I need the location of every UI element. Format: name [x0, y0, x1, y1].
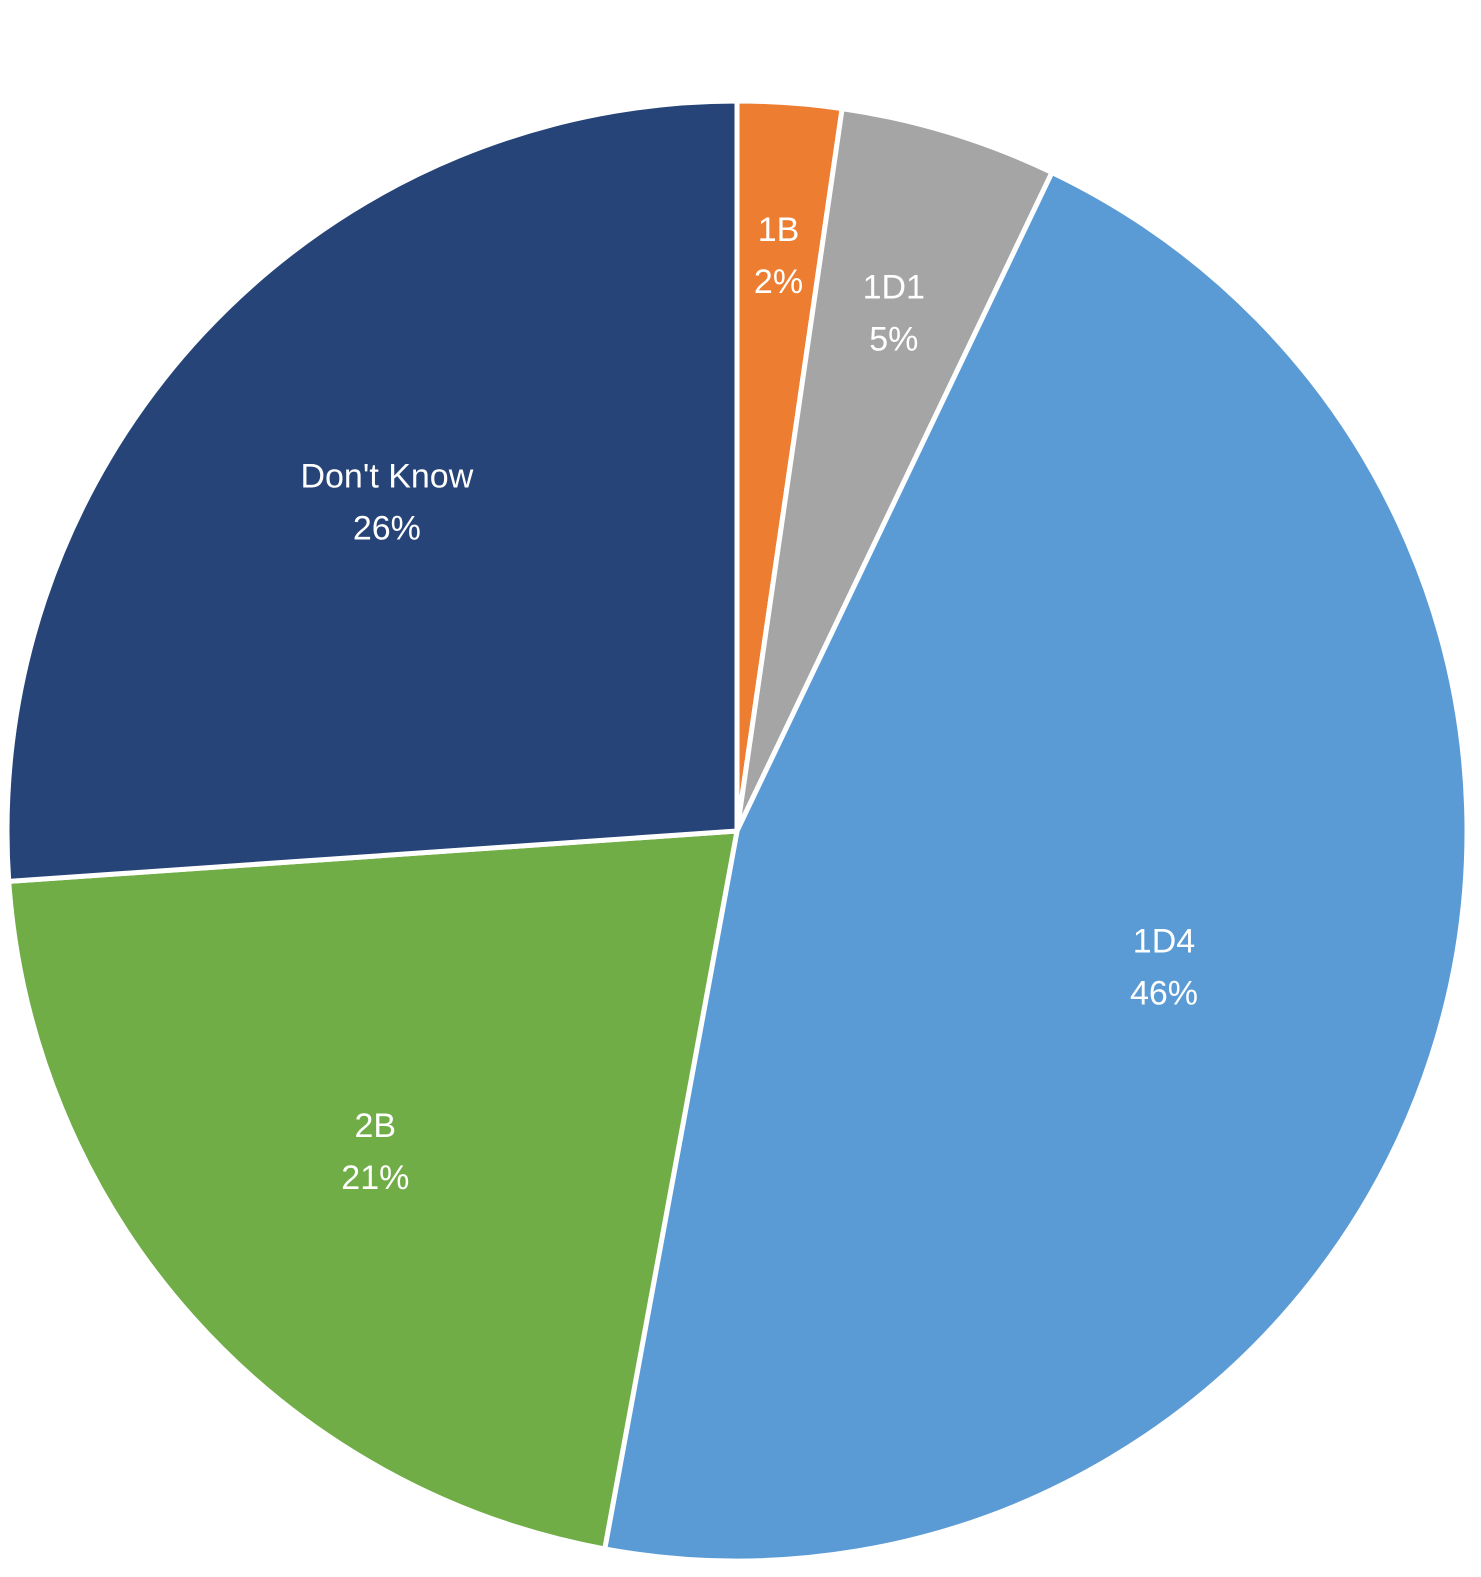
pie-slice-2b	[6, 828, 740, 1552]
pie-slice-1d4	[602, 169, 1470, 1564]
slice-label-value-1d1: 5%	[869, 321, 918, 359]
pie-labels: 1B 2% 1D1 5% 1D4 46% 2B 21% Don't Know 26%	[300, 211, 1198, 1197]
slice-label-name-1d4: 1D4	[1133, 923, 1195, 961]
slice-label-value-1b: 2%	[754, 263, 803, 301]
slice-label-value-1d4: 46%	[1130, 975, 1198, 1013]
slice-label-value-don-t-know: 26%	[353, 509, 421, 547]
pie-slice-1d1	[734, 106, 1055, 834]
slice-label-name-1b: 1B	[758, 211, 800, 249]
slice-label-name-don-t-know: Don't Know	[300, 457, 473, 495]
pie-slice-don-t-know	[4, 98, 740, 884]
slice-label-name-1d1: 1D1	[863, 269, 925, 307]
slice-label-name-2b: 2B	[355, 1107, 397, 1145]
pie-slices	[4, 98, 1470, 1564]
slice-label-value-2b: 21%	[341, 1159, 409, 1197]
